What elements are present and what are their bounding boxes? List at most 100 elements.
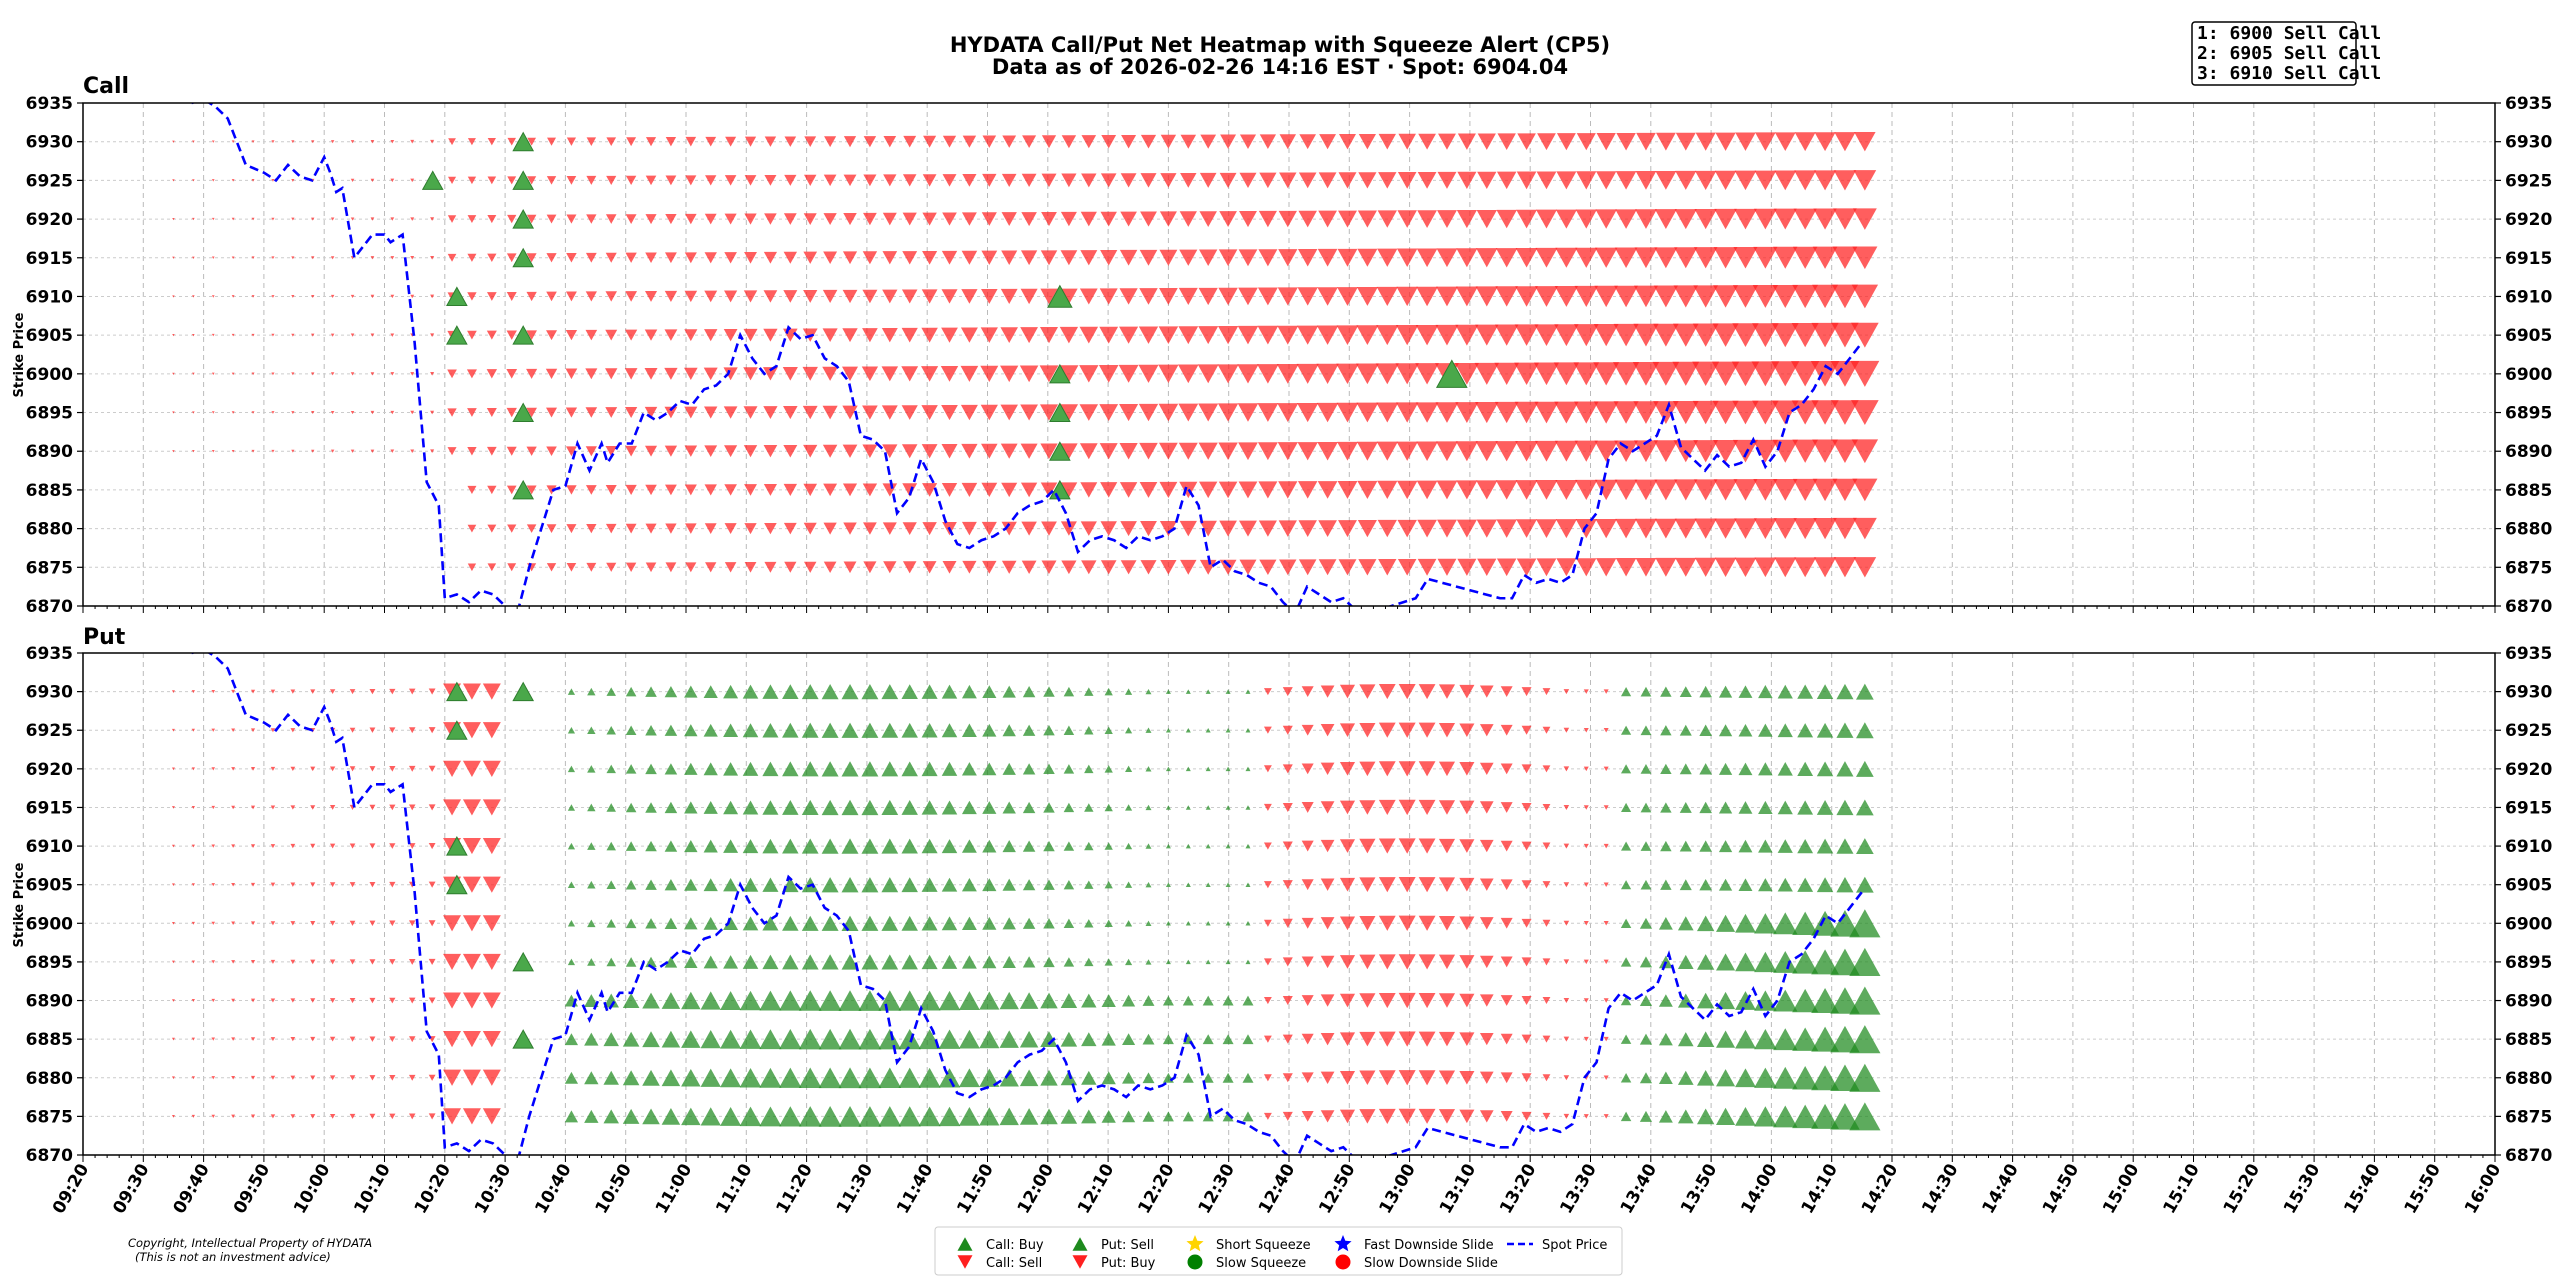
call-signal-marker <box>1297 481 1318 499</box>
put-signal-marker <box>1242 1072 1254 1083</box>
put-signal-marker <box>1716 953 1736 971</box>
call-signal-marker <box>1712 323 1739 347</box>
call-signal-marker <box>1416 248 1438 268</box>
call-signal-marker <box>211 450 215 453</box>
call-signal-marker <box>764 213 777 225</box>
y-tick-label-left: 6900 <box>26 914 73 934</box>
put-signal-marker <box>762 838 779 854</box>
call-signal-marker <box>1496 519 1517 538</box>
call-signal-marker <box>1218 249 1238 267</box>
call-signal-marker <box>1415 324 1439 346</box>
call-signal-marker <box>350 372 355 376</box>
call-signal-marker <box>1020 250 1038 266</box>
call-signal-marker <box>231 179 235 182</box>
put-signal-marker <box>1320 762 1335 776</box>
call-signal-marker <box>784 136 797 147</box>
call-signal-marker <box>1079 404 1099 421</box>
put-signal-marker <box>1521 687 1532 697</box>
put-signal-marker <box>1583 1036 1589 1042</box>
call-signal-marker <box>1080 521 1097 536</box>
call-signal-marker <box>467 138 476 146</box>
call-signal-marker <box>822 444 838 458</box>
call-signal-marker <box>1594 479 1618 501</box>
call-signal-marker <box>1694 518 1717 539</box>
call-signal-marker <box>390 139 395 144</box>
call-signal-marker <box>1574 285 1599 308</box>
put-signal-marker <box>1754 913 1777 934</box>
x-tick-label: 14:40 <box>1979 1160 2023 1217</box>
put-signal-marker <box>1043 763 1055 775</box>
put-signal-marker <box>1856 876 1874 893</box>
put-signal-marker <box>1263 881 1272 889</box>
put-signal-marker <box>349 843 356 849</box>
call-panel-title: Call <box>83 74 129 99</box>
call-signal-marker <box>565 330 578 341</box>
call-signal-marker <box>1554 440 1578 462</box>
call-signal-marker <box>685 136 697 147</box>
put-signal-marker <box>1500 840 1513 852</box>
put-signal-marker <box>982 878 997 892</box>
x-tick-label: 14:00 <box>1737 1160 1781 1217</box>
call-signal-marker <box>625 329 638 341</box>
call-signal-marker <box>1316 325 1339 345</box>
put-signal-marker <box>684 917 698 930</box>
put-signal-marker <box>625 686 637 697</box>
y-tick-label-left: 6885 <box>26 1030 73 1050</box>
call-signal-marker <box>1853 557 1877 578</box>
call-signal-marker <box>1081 135 1097 149</box>
call-signal-marker <box>981 482 998 498</box>
call-signal-marker <box>1695 170 1717 190</box>
call-signal-marker <box>1593 401 1619 424</box>
put-signal-marker <box>1398 954 1416 970</box>
call-signal-marker <box>1794 557 1817 578</box>
put-signal-marker <box>1185 727 1191 733</box>
put-signal-marker <box>290 805 296 810</box>
put-signal-marker <box>1696 915 1715 932</box>
put-signal-marker <box>310 1036 316 1042</box>
put-signal-marker <box>1301 1110 1314 1122</box>
put-signal-marker <box>606 764 616 774</box>
call-signal-marker <box>1514 324 1539 346</box>
call-signal-marker <box>1219 211 1237 228</box>
put-signal-marker <box>1339 1032 1356 1046</box>
call-signal-marker <box>231 140 235 143</box>
put-signal-marker <box>1639 917 1653 929</box>
put-signal-marker <box>1735 1068 1756 1088</box>
put-signal-marker <box>290 998 296 1003</box>
call-signal-marker <box>1753 246 1778 269</box>
call-signal-marker <box>960 365 979 382</box>
call-signal-marker <box>1336 363 1359 385</box>
call-signal-marker <box>1535 480 1558 500</box>
call-signal-marker <box>192 140 195 143</box>
put-signal-marker <box>642 992 660 1009</box>
call-signal-marker <box>350 140 355 144</box>
put-signal-marker <box>1773 1028 1798 1051</box>
put-signal-marker <box>1542 726 1551 734</box>
put-signal-marker <box>1282 918 1293 928</box>
put-signal-marker <box>979 1107 1000 1126</box>
put-signal-marker <box>1811 1065 1839 1091</box>
call-signal-marker <box>211 256 215 259</box>
call-signal-marker <box>1357 248 1378 267</box>
call-signal-marker <box>1475 286 1498 307</box>
put-signal-marker <box>1101 1071 1116 1085</box>
call-signal-marker <box>1715 132 1736 151</box>
put-signal-marker <box>587 958 596 966</box>
put-signal-marker <box>329 920 336 926</box>
put-squeeze-marker <box>512 681 535 702</box>
call-signal-marker <box>1217 403 1239 422</box>
call-signal-marker <box>311 333 315 337</box>
put-signal-marker <box>821 722 839 738</box>
put-signal-marker <box>1811 988 1839 1014</box>
call-signal-marker <box>566 524 577 534</box>
put-signal-marker <box>1162 1034 1174 1045</box>
call-signal-marker <box>447 408 457 417</box>
legend-swatch <box>1334 1235 1352 1252</box>
put-signal-marker <box>881 954 899 970</box>
put-signal-marker <box>1359 1070 1376 1086</box>
legend-swatch <box>957 1255 973 1269</box>
put-signal-marker <box>270 998 276 1003</box>
put-signal-marker <box>1658 1071 1673 1085</box>
call-signal-marker <box>1218 481 1238 499</box>
